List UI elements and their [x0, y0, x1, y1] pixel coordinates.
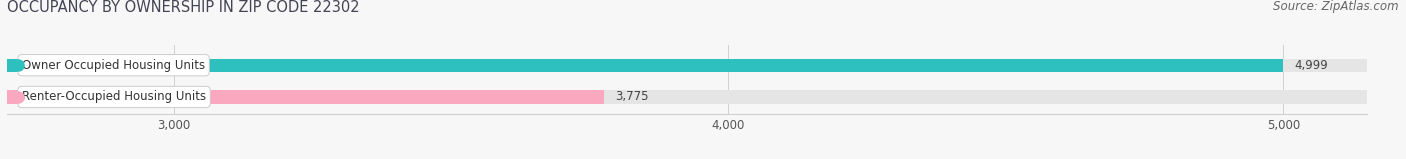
Text: 4,999: 4,999 [1294, 59, 1327, 72]
Bar [7, 90, 1367, 104]
Bar [7, 59, 1367, 72]
Text: Owner Occupied Housing Units: Owner Occupied Housing Units [22, 59, 205, 72]
Text: Source: ZipAtlas.com: Source: ZipAtlas.com [1274, 0, 1399, 13]
Text: Renter-Occupied Housing Units: Renter-Occupied Housing Units [22, 90, 207, 104]
Bar [7, 59, 1282, 72]
Text: 3,775: 3,775 [614, 90, 648, 104]
Bar [7, 90, 603, 104]
Text: OCCUPANCY BY OWNERSHIP IN ZIP CODE 22302: OCCUPANCY BY OWNERSHIP IN ZIP CODE 22302 [7, 0, 360, 15]
